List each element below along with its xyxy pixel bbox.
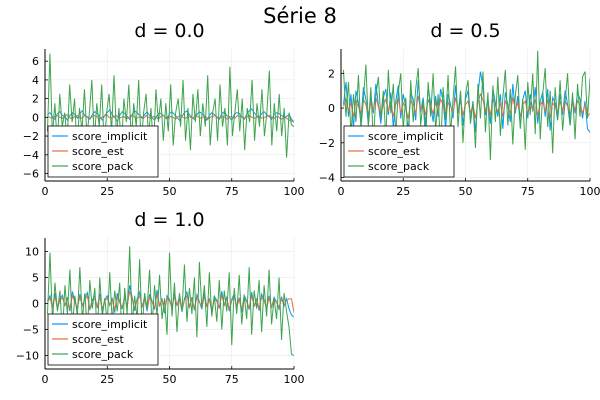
legend-label: score_est (368, 145, 421, 158)
x-tick-label: 75 (225, 373, 239, 386)
y-tick-label: 5 (32, 272, 39, 285)
y-tick-label: 4 (32, 74, 39, 87)
panel-title: d = 0.0 (134, 20, 204, 42)
subplot-d-0-0: d = 0.0 0 25 50 75 100 −6 −4 −2 0 2 4 6 score_implici… (23, 20, 305, 198)
y-tick-label: 0 (32, 111, 39, 124)
series-line-score-pack (46, 246, 294, 356)
legend-label: score_pack (72, 348, 134, 361)
y-tick-label: 0 (328, 102, 335, 115)
x-tick-label: 0 (42, 373, 49, 386)
x-tick-label: 50 (459, 185, 473, 198)
x-tick-label: 25 (396, 185, 410, 198)
series-line-score-pack (46, 53, 294, 158)
legend-label: score_implicit (72, 130, 148, 143)
x-tick-label: 100 (284, 373, 305, 386)
x-tick-label: 50 (163, 373, 177, 386)
x-tick-label: 0 (42, 185, 49, 198)
y-tick-label: 2 (32, 93, 39, 106)
x-tick-label: 25 (100, 373, 114, 386)
y-tick-label: −5 (23, 323, 39, 336)
series-line-score-pack (342, 50, 590, 161)
x-tick-label: 75 (521, 185, 535, 198)
x-tick-label: 100 (284, 185, 305, 198)
legend-label: score_pack (72, 160, 134, 173)
y-tick-label: 10 (25, 246, 39, 259)
legend-label: score_est (72, 333, 125, 346)
y-tick-label: −4 (23, 149, 39, 162)
legend-label: score_implicit (368, 130, 444, 143)
legend-label: score_implicit (72, 318, 148, 331)
subplot-d-0-5: d = 0.50 25 50 75 100−4−202score_implicitsco… (319, 20, 600, 198)
y-tick-label: 6 (32, 55, 39, 68)
subplot-d-1-0: d = 1.0 0 25 50 75 100 −10 −5 0 5 10 score_implicit… (16, 209, 305, 386)
y-tick-label: −2 (319, 137, 335, 150)
y-tick-label: −10 (16, 349, 39, 362)
panel-title: d = 1.0 (134, 209, 204, 231)
x-tick-label: 0 (338, 185, 345, 198)
y-tick-label: −4 (319, 172, 335, 185)
legend-label: score_est (72, 145, 125, 158)
y-tick-label: −6 (23, 168, 39, 181)
x-tick-label: 50 (163, 185, 177, 198)
legend: score_implicit score_est score_pack (343, 125, 455, 178)
legend: score_implicit score_est score_pack (47, 125, 159, 178)
legend-label: score_pack (368, 160, 430, 173)
y-tick-label: 0 (32, 298, 39, 311)
x-tick-label: 75 (225, 185, 239, 198)
legend: score_implicit score_est score_pack (47, 313, 159, 366)
panel-title: d = 0.5 (430, 20, 500, 42)
figure-title: Série 8 (263, 4, 337, 28)
x-tick-label: 100 (580, 185, 600, 198)
y-tick-label: −2 (23, 130, 39, 143)
x-tick-label: 25 (100, 185, 114, 198)
series-line-score-implicit (342, 71, 590, 133)
y-tick-label: 2 (328, 67, 335, 80)
